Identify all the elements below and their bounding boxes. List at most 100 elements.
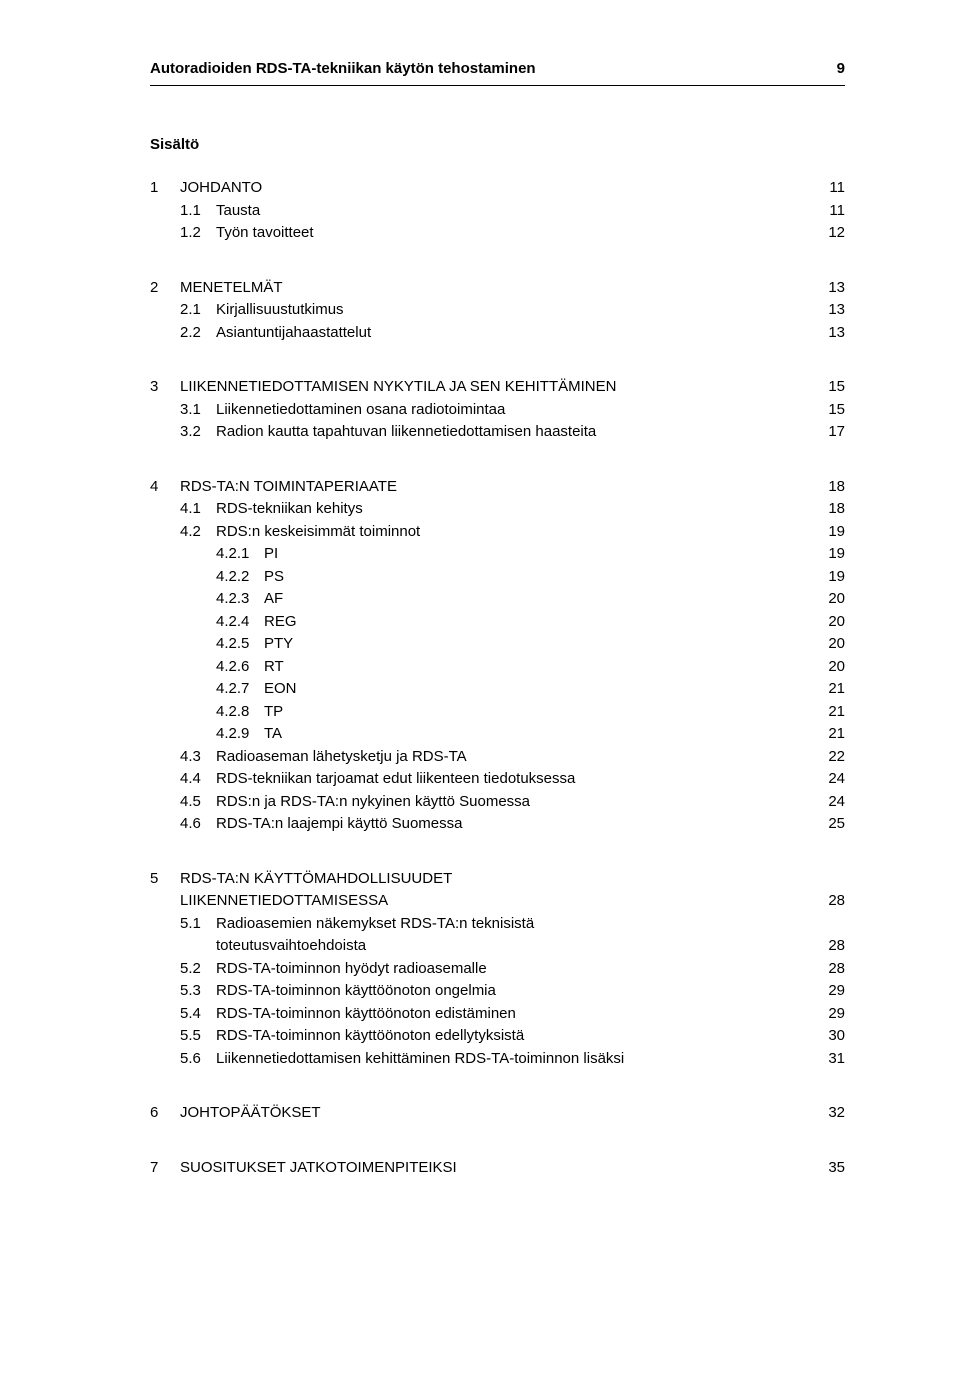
toc-entry: 5.2RDS-TA-toiminnon hyödyt radioasemalle… xyxy=(150,958,845,981)
toc-page: 24 xyxy=(817,791,845,814)
toc-number: 6 xyxy=(150,1102,180,1125)
toc-number: 4.2.5 xyxy=(216,633,264,656)
toc-number: 2 xyxy=(150,277,180,300)
toc-label: LIIKENNETIEDOTTAMISESSA xyxy=(180,890,817,913)
toc-label: PS xyxy=(264,566,817,589)
toc-number: 4.6 xyxy=(180,813,216,836)
toc-page: 15 xyxy=(817,376,845,399)
toc-entry: 4.1RDS-tekniikan kehitys18 xyxy=(150,498,845,521)
toc-entry: 7SUOSITUKSET JATKOTOIMENPITEIKSI35 xyxy=(150,1157,845,1180)
toc-page: 21 xyxy=(817,723,845,746)
header-rule xyxy=(150,85,845,86)
toc-entry: 4.6RDS-TA:n laajempi käyttö Suomessa25 xyxy=(150,813,845,836)
toc-page: 18 xyxy=(817,498,845,521)
toc-page: 29 xyxy=(817,980,845,1003)
toc-number: 4.2.9 xyxy=(216,723,264,746)
toc-gap xyxy=(150,344,845,360)
toc-entry: 5.3RDS-TA-toiminnon käyttöönoton ongelmi… xyxy=(150,980,845,1003)
toc-entry-continuation: toteutusvaihtoehdoista28 xyxy=(150,935,845,958)
toc-number: 7 xyxy=(150,1157,180,1180)
toc-page: 20 xyxy=(817,656,845,679)
toc-page: 19 xyxy=(817,566,845,589)
toc-label: RT xyxy=(264,656,817,679)
toc-number: 4.2.2 xyxy=(216,566,264,589)
toc-page: 13 xyxy=(817,277,845,300)
toc-label: Liikennetiedottaminen osana radiotoimint… xyxy=(216,399,817,422)
toc-gap xyxy=(150,444,845,460)
toc-entry: 1.1Tausta11 xyxy=(150,200,845,223)
toc-number: 2.1 xyxy=(180,299,216,322)
toc-entry: 4.2.6RT20 xyxy=(150,656,845,679)
toc-page: 11 xyxy=(817,177,845,200)
toc-number: 4.2.3 xyxy=(216,588,264,611)
toc-entry: 3.1Liikennetiedottaminen osana radiotoim… xyxy=(150,399,845,422)
toc-label: MENETELMÄT xyxy=(180,277,817,300)
toc-page: 32 xyxy=(817,1102,845,1125)
toc-label: REG xyxy=(264,611,817,634)
toc-entry: 5.1Radioasemien näkemykset RDS-TA:n tekn… xyxy=(150,913,845,936)
toc-entry: 4.5RDS:n ja RDS-TA:n nykyinen käyttö Suo… xyxy=(150,791,845,814)
toc-label: PI xyxy=(264,543,817,566)
toc-page: 20 xyxy=(817,588,845,611)
toc-label: RDS:n keskeisimmät toiminnot xyxy=(216,521,817,544)
toc-label: TA xyxy=(264,723,817,746)
toc-entry: 3LIIKENNETIEDOTTAMISEN NYKYTILA JA SEN K… xyxy=(150,376,845,399)
toc-entry: 4.2.4REG20 xyxy=(150,611,845,634)
toc-number: 5.5 xyxy=(180,1025,216,1048)
toc-number: 4.2 xyxy=(180,521,216,544)
header-title: Autoradioiden RDS-TA-tekniikan käytön te… xyxy=(150,60,536,77)
toc-number: 5.3 xyxy=(180,980,216,1003)
toc-page: 17 xyxy=(817,421,845,444)
toc-entry: 5.4RDS-TA-toiminnon käyttöönoton edistäm… xyxy=(150,1003,845,1026)
toc-entry-continuation: LIIKENNETIEDOTTAMISESSA28 xyxy=(150,890,845,913)
toc-entry: 2.1Kirjallisuustutkimus13 xyxy=(150,299,845,322)
toc-label: Tausta xyxy=(216,200,817,223)
toc-number: 4.5 xyxy=(180,791,216,814)
toc-number: 4 xyxy=(150,476,180,499)
toc-number: 4.1 xyxy=(180,498,216,521)
toc-page: 30 xyxy=(817,1025,845,1048)
toc-entry: 2.2Asiantuntijahaastattelut13 xyxy=(150,322,845,345)
toc-entry: 4.4RDS-tekniikan tarjoamat edut liikente… xyxy=(150,768,845,791)
toc-entry: 2MENETELMÄT13 xyxy=(150,277,845,300)
toc-page: 18 xyxy=(817,476,845,499)
toc-label: Kirjallisuustutkimus xyxy=(216,299,817,322)
toc-page: 11 xyxy=(817,200,845,223)
toc-entry: 4RDS-TA:N TOIMINTAPERIAATE18 xyxy=(150,476,845,499)
toc-number: 3.2 xyxy=(180,421,216,444)
toc-label: AF xyxy=(264,588,817,611)
toc-entry: 4.2.9TA21 xyxy=(150,723,845,746)
toc-number: 5.1 xyxy=(180,913,216,936)
toc-number: 3 xyxy=(150,376,180,399)
toc-number: 5.4 xyxy=(180,1003,216,1026)
toc-number: 2.2 xyxy=(180,322,216,345)
toc-page: 25 xyxy=(817,813,845,836)
toc-number: 4.2.1 xyxy=(216,543,264,566)
toc-label: TP xyxy=(264,701,817,724)
toc-page: 28 xyxy=(817,890,845,913)
toc-number: 4.2.6 xyxy=(216,656,264,679)
toc-entry: 3.2Radion kautta tapahtuvan liikennetied… xyxy=(150,421,845,444)
toc-label: Työn tavoitteet xyxy=(216,222,817,245)
toc-page: 21 xyxy=(817,701,845,724)
toc-number: 5 xyxy=(150,868,180,891)
toc-label: PTY xyxy=(264,633,817,656)
toc-entry: 4.2.3AF20 xyxy=(150,588,845,611)
toc-number: 4.2.4 xyxy=(216,611,264,634)
toc-number: 1.2 xyxy=(180,222,216,245)
toc-label: Liikennetiedottamisen kehittäminen RDS-T… xyxy=(216,1048,817,1071)
toc-label: Radion kautta tapahtuvan liikennetiedott… xyxy=(216,421,817,444)
toc-number: 3.1 xyxy=(180,399,216,422)
toc-entry: 4.2.1PI19 xyxy=(150,543,845,566)
toc-number: 4.2.7 xyxy=(216,678,264,701)
toc-label: RDS-TA:N TOIMINTAPERIAATE xyxy=(180,476,817,499)
toc-label: JOHTOPÄÄTÖKSET xyxy=(180,1102,817,1125)
toc-label: LIIKENNETIEDOTTAMISEN NYKYTILA JA SEN KE… xyxy=(180,376,817,399)
toc-number: 5.2 xyxy=(180,958,216,981)
toc-gap xyxy=(150,1070,845,1086)
toc-label: Radioaseman lähetysketju ja RDS-TA xyxy=(216,746,817,769)
toc-number: 4.3 xyxy=(180,746,216,769)
document-page: Autoradioiden RDS-TA-tekniikan käytön te… xyxy=(0,0,960,1397)
toc-label: RDS-TA:N KÄYTTÖMAHDOLLISUUDET xyxy=(180,868,817,891)
toc-label: toteutusvaihtoehdoista xyxy=(216,935,817,958)
